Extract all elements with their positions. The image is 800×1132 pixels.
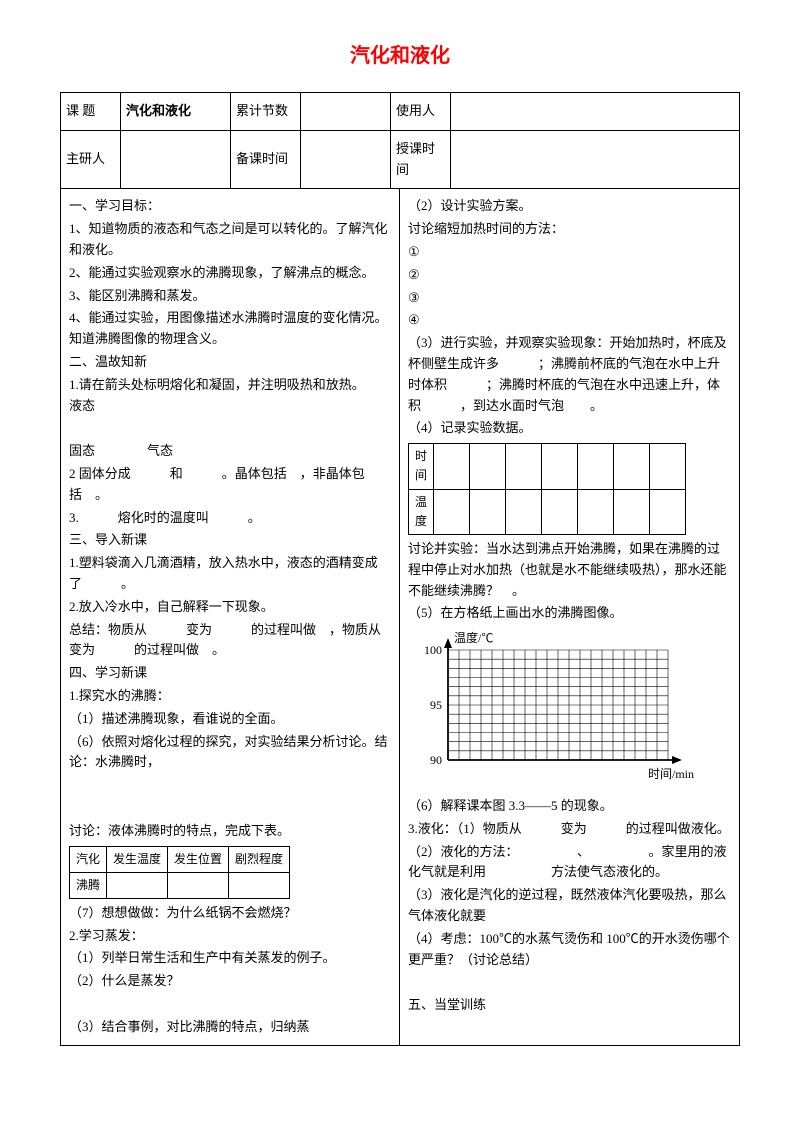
r2-discuss: 讨论缩短加热时间的方法： xyxy=(408,219,731,240)
researcher-value xyxy=(121,130,231,189)
s1-1: 1、知道物质的液态和气态之间是可以转化的。了解汽化和液化。 xyxy=(69,219,391,261)
r6: （6）解释课本图 3.3——5 的现象。 xyxy=(408,796,731,817)
s3-2: 2.放入冷水中，自己解释一下现象。 xyxy=(69,597,391,618)
researcher-label: 主研人 xyxy=(61,130,121,189)
r2-3: ③ xyxy=(408,288,731,309)
r-3-2: （2）液化的方法： 、 。家里用的液化气就是利用 方法使气态液化的。 xyxy=(408,842,731,884)
s3-3: 总结：物质从 变为 的过程叫做 ，物质从 变为 的过程叫做 。 xyxy=(69,620,391,662)
s2-4: 3. 熔化时的温度叫 。 xyxy=(69,508,391,529)
user-value xyxy=(451,93,740,131)
s3-1: 1.塑料袋滴入几滴酒精，放入热水中，液态的酒精变成了 。 xyxy=(69,553,391,595)
r4: （4）记录实验数据。 xyxy=(408,418,731,439)
s4-7: （7）想想做做：为什么纸锅不会燃烧？ xyxy=(69,903,391,924)
s2-3: 2 固体分成 和 。晶体包括 ，非晶体包括 。 xyxy=(69,464,391,506)
header-table: 课 题 汽化和液化 累计节数 使用人 主研人 备课时间 授课时间 xyxy=(60,92,740,189)
r2: （2）设计实验方案。 xyxy=(408,196,731,217)
preptime-label: 备课时间 xyxy=(231,130,301,189)
t1-h3: 发生位置 xyxy=(168,846,229,872)
s2-1: 1.请在箭头处标明熔化和凝固，并注明吸热和放热。 液态 xyxy=(69,375,391,417)
r2-4: ④ xyxy=(408,310,731,331)
page-title: 汽化和液化 xyxy=(60,40,740,72)
blank-line-4 xyxy=(408,972,731,993)
dt-row1: 时间 xyxy=(409,444,434,489)
vaporization-table: 汽化 发生温度 发生位置 剧烈程度 沸腾 xyxy=(69,846,290,899)
r5: （5）在方格纸上画出水的沸腾图像。 xyxy=(408,603,731,624)
s3-title: 三、导入新课 xyxy=(69,530,391,551)
s4-title: 四、学习新课 xyxy=(69,663,391,684)
data-record-table: 时间 温度 xyxy=(408,443,686,535)
svg-text:时间/min: 时间/min xyxy=(648,767,694,781)
s2-2: 固态 气态 xyxy=(69,441,391,462)
svg-text:100: 100 xyxy=(424,643,442,657)
teachtime-value xyxy=(451,130,740,189)
blank-line-2 xyxy=(69,798,391,819)
t1-c2 xyxy=(107,872,168,898)
r-3-3: （3）液化是汽化的逆过程，既然液体汽化要吸热，那么气体液化就要 xyxy=(408,885,731,927)
t1-h2: 发生温度 xyxy=(107,846,168,872)
topic-value: 汽化和液化 xyxy=(121,93,231,131)
right-column: （2）设计实验方案。 讨论缩短加热时间的方法： ① ② ③ ④ （3）进行实验，… xyxy=(400,189,739,1044)
r-5: 五、当堂训练 xyxy=(408,995,731,1016)
t1-h4: 剧烈程度 xyxy=(229,846,290,872)
r3: （3）进行实验，并观察实验现象：开始加热时，杯底及杯侧壁生成许多 ；沸腾前杯底的… xyxy=(408,333,731,416)
chart-svg: 温度/℃ 100 95 90 时间/min xyxy=(408,630,698,790)
blank-line-3 xyxy=(69,994,391,1015)
s1-3: 3、能区别沸腾和蒸发。 xyxy=(69,286,391,307)
t1-c3 xyxy=(168,872,229,898)
left-column: 一、学习目标： 1、知道物质的液态和气态之间是可以转化的。了解汽化和液化。 2、… xyxy=(61,189,400,1044)
s4-1: 1.探究水的沸腾： xyxy=(69,686,391,707)
count-value xyxy=(301,93,391,131)
boiling-chart: 温度/℃ 100 95 90 时间/min xyxy=(408,630,731,790)
user-label: 使用人 xyxy=(391,93,451,131)
r-3: 3.液化：（1）物质从 变为 的过程叫做液化。 xyxy=(408,819,731,840)
t1-h1: 汽化 xyxy=(70,846,107,872)
r4-discuss: 讨论并实验：当水达到沸点开始沸腾，如果在沸腾的过程中停止对水加热（也就是水不能继… xyxy=(408,539,731,601)
topic-label: 课 题 xyxy=(61,93,121,131)
t1-r1: 沸腾 xyxy=(70,872,107,898)
r-3-4: （4）考虑：100℃的水蒸气烫伤和 100℃的开水烫伤哪个更严重？（讨论总结） xyxy=(408,929,731,971)
t1-c4 xyxy=(229,872,290,898)
s2-title: 二、温故知新 xyxy=(69,352,391,373)
s1-title: 一、学习目标： xyxy=(69,196,391,217)
r2-2: ② xyxy=(408,265,731,286)
s4-1-1: （1）描述沸腾现象，看谁说的全面。 xyxy=(69,709,391,730)
s4-2-2: （2）什么是蒸发？ xyxy=(69,971,391,992)
dt-row2: 温度 xyxy=(409,489,434,534)
s4-2-3: （3）结合事例，对比沸腾的特点，归纳蒸 xyxy=(69,1017,391,1038)
content-body: 一、学习目标： 1、知道物质的液态和气态之间是可以转化的。了解汽化和液化。 2、… xyxy=(60,189,740,1045)
s4-2-1: （1）列举日常生活和生产中有关蒸发的例子。 xyxy=(69,948,391,969)
count-label: 累计节数 xyxy=(231,93,301,131)
s4-2: 2.学习蒸发： xyxy=(69,926,391,947)
svg-text:温度/℃: 温度/℃ xyxy=(454,630,493,645)
s1-4: 4、能通过实验，用图像描述水沸腾时温度的变化情况。知道沸腾图像的物理含义。 xyxy=(69,308,391,350)
svg-text:90: 90 xyxy=(430,753,442,767)
svg-text:95: 95 xyxy=(430,698,442,712)
blank-line-1 xyxy=(69,775,391,796)
s4-discuss: 讨论：液体沸腾时的特点，完成下表。 xyxy=(69,821,391,842)
s2-blank xyxy=(69,418,391,439)
teachtime-label: 授课时间 xyxy=(391,130,451,189)
s4-1-6: （6）依照对熔化过程的探究，对实验结果分析讨论。结论：水沸腾时， xyxy=(69,732,391,774)
s1-2: 2、能通过实验观察水的沸腾现象，了解沸点的概念。 xyxy=(69,263,391,284)
preptime-value xyxy=(301,130,391,189)
r2-1: ① xyxy=(408,242,731,263)
